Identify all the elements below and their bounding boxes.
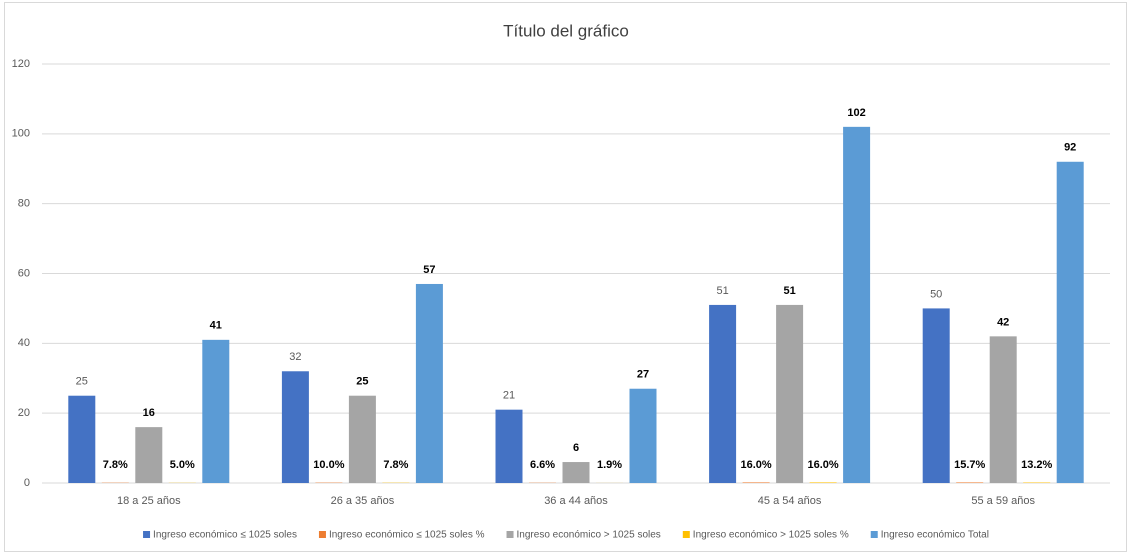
data-label: 41 (210, 320, 222, 332)
legend-swatch (506, 531, 514, 538)
y-tick-label: 0 (24, 477, 30, 489)
bar (135, 427, 163, 483)
legend-swatch (870, 531, 878, 538)
bar (742, 482, 770, 483)
data-label: 7.8% (383, 459, 408, 471)
data-label: 51 (716, 285, 728, 297)
bar (989, 336, 1017, 483)
data-label: 32 (289, 351, 301, 363)
bar (281, 371, 309, 483)
bar (922, 308, 950, 483)
legend-swatch (682, 531, 690, 538)
x-tick-label: 55 a 59 años (971, 495, 1035, 507)
bar (68, 395, 96, 483)
bar (348, 395, 376, 483)
legend-swatch (318, 531, 326, 538)
bar (809, 482, 837, 483)
x-tick-label: 18 a 25 años (117, 495, 181, 507)
data-label: 21 (503, 390, 515, 402)
data-label: 13.2% (1021, 459, 1052, 471)
legend-label: Ingreso económico ≤ 1025 soles (153, 530, 297, 541)
data-label: 16.0% (740, 459, 771, 471)
bar (776, 304, 804, 483)
legend-label: Ingreso económico ≤ 1025 soles % (329, 530, 485, 541)
data-label: 6 (573, 442, 579, 454)
y-tick-label: 60 (18, 267, 30, 279)
data-label: 102 (847, 107, 865, 119)
data-label: 27 (637, 369, 649, 381)
x-tick-label: 36 a 44 años (544, 495, 608, 507)
legend: Ingreso económico ≤ 1025 soles Ingreso ec… (143, 530, 989, 541)
y-tick-label: 80 (18, 198, 30, 210)
chart-title: Título del gráfico (503, 21, 629, 40)
legend-swatch (143, 531, 151, 538)
data-label: 42 (997, 316, 1009, 328)
bar (709, 304, 737, 483)
data-label: 51 (783, 285, 795, 297)
legend-label: Ingreso económico > 1025 soles % (693, 530, 849, 541)
x-tick-label: 45 a 54 años (758, 495, 822, 507)
legend-label: Ingreso económico > 1025 soles (517, 530, 661, 541)
x-tick-label: 26 a 35 años (331, 495, 395, 507)
data-label: 57 (423, 264, 435, 276)
data-label: 16 (143, 407, 155, 419)
y-tick-label: 120 (12, 58, 30, 70)
bar (495, 409, 523, 483)
data-label: 7.8% (103, 459, 128, 471)
bar (1056, 161, 1084, 483)
bar (629, 388, 657, 483)
data-label: 16.0% (807, 459, 838, 471)
legend-label: Ingreso económico Total (881, 530, 989, 541)
data-label: 92 (1064, 142, 1076, 154)
bar (415, 283, 443, 483)
data-label: 5.0% (170, 459, 195, 471)
data-label: 10.0% (313, 459, 344, 471)
bar (202, 339, 230, 483)
y-tick-label: 20 (18, 407, 30, 419)
y-tick-label: 100 (12, 128, 30, 140)
bar (562, 462, 590, 483)
data-label: 6.6% (530, 459, 555, 471)
data-label: 15.7% (954, 459, 985, 471)
bar (956, 482, 984, 483)
y-tick-label: 40 (18, 337, 30, 349)
data-label: 1.9% (597, 459, 622, 471)
bar (843, 126, 871, 483)
data-label: 25 (356, 376, 368, 388)
data-label: 50 (930, 288, 942, 300)
data-label: 25 (76, 376, 88, 388)
